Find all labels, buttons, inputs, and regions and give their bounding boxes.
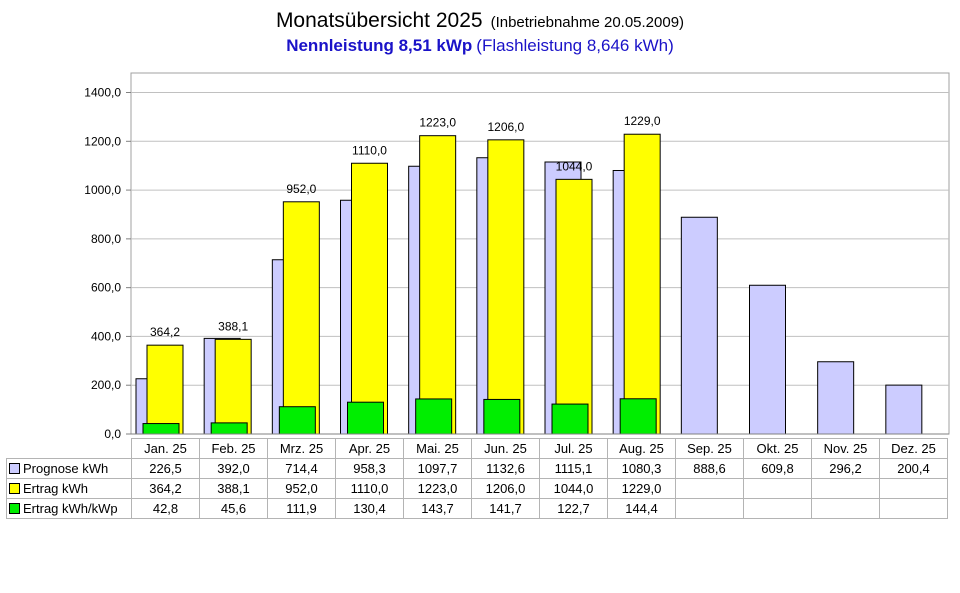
x-category-label: Okt. 25 [744, 439, 812, 459]
bar-ertrag-kwp [552, 404, 588, 434]
x-category-label: Feb. 25 [200, 439, 268, 459]
x-category-label: Jul. 25 [540, 439, 608, 459]
table-cell: 609,8 [744, 459, 812, 479]
table-cell: 130,4 [336, 499, 404, 519]
table-cell: 388,1 [200, 479, 268, 499]
data-label-ertrag: 1206,0 [487, 120, 524, 134]
table-row: Prognose kWh 226,5 392,0 714,4 958,3 1097,7 11… [7, 459, 948, 479]
x-category-label: Dez. 25 [880, 439, 948, 459]
bar-prognose [681, 217, 717, 434]
table-cell [880, 479, 948, 499]
table-cell [744, 499, 812, 519]
bar-ertrag-kwp [484, 399, 520, 434]
x-category-label: Sep. 25 [676, 439, 744, 459]
table-row: Ertrag kWh 364,2 388,1 952,0 1110,0 1223,0 120… [7, 479, 948, 499]
data-label-ertrag: 1229,0 [624, 114, 661, 128]
table-cell: 111,9 [268, 499, 336, 519]
bar-ertrag-kwp [279, 407, 315, 434]
bar-prognose [818, 362, 854, 434]
data-table: Jan. 25 Feb. 25 Mrz. 25 Apr. 25 Mai. 25 Jun. … [6, 438, 948, 519]
bar-ertrag [624, 134, 660, 434]
bar-prognose [750, 285, 786, 434]
table-cell: 958,3 [336, 459, 404, 479]
table-cell: 45,6 [200, 499, 268, 519]
table-cell: 1110,0 [336, 479, 404, 499]
table-header-row: Jan. 25 Feb. 25 Mrz. 25 Apr. 25 Mai. 25 Jun. … [7, 439, 948, 459]
table-cell: 1206,0 [472, 479, 540, 499]
table-cell: 952,0 [268, 479, 336, 499]
table-cell: 364,2 [132, 479, 200, 499]
x-category-label: Aug. 25 [608, 439, 676, 459]
bar-chart: 0,0 200,0 400,0 600,0 800,0 1000,0 1200,0 1400,… [0, 0, 960, 440]
bar-ertrag-kwp [416, 399, 452, 434]
data-label-ertrag: 1223,0 [419, 116, 456, 130]
x-category-label: Jun. 25 [472, 439, 540, 459]
table-cell: 122,7 [540, 499, 608, 519]
y-tick-label: 800,0 [91, 232, 121, 246]
x-category-label: Nov. 25 [812, 439, 880, 459]
y-tick-label: 200,0 [91, 378, 121, 392]
table-cell [676, 479, 744, 499]
table-cell: 1132,6 [472, 459, 540, 479]
table-cell: 392,0 [200, 459, 268, 479]
table-cell: 143,7 [404, 499, 472, 519]
table-corner [7, 439, 132, 459]
table-cell [880, 499, 948, 519]
table-cell: 1229,0 [608, 479, 676, 499]
table-cell: 296,2 [812, 459, 880, 479]
bar-prognose [886, 385, 922, 434]
legend-swatch [9, 463, 20, 474]
table-row: Ertrag kWh/kWp 42,8 45,6 111,9 130,4 143,7 141… [7, 499, 948, 519]
table-cell [744, 479, 812, 499]
data-label-ertrag: 364,2 [150, 325, 180, 339]
x-category-label: Apr. 25 [336, 439, 404, 459]
x-category-label: Mai. 25 [404, 439, 472, 459]
legend-swatch [9, 483, 20, 494]
table-cell: 141,7 [472, 499, 540, 519]
legend-entry: Ertrag kWh [7, 479, 132, 499]
legend-entry: Ertrag kWh/kWp [7, 499, 132, 519]
data-label-ertrag: 388,1 [218, 319, 248, 333]
y-tick-label: 1400,0 [84, 86, 121, 100]
y-tick-label: 1000,0 [84, 183, 121, 197]
table-cell: 888,6 [676, 459, 744, 479]
table-cell: 144,4 [608, 499, 676, 519]
bar-ertrag [215, 339, 251, 434]
data-label-ertrag: 952,0 [286, 182, 316, 196]
bar-ertrag [556, 179, 592, 434]
table-cell [812, 479, 880, 499]
y-tick-label: 600,0 [91, 281, 121, 295]
bar-ertrag [420, 136, 456, 434]
data-label-ertrag: 1044,0 [556, 159, 593, 173]
table-cell: 1044,0 [540, 479, 608, 499]
bar-ertrag [283, 202, 319, 434]
bar-ertrag-kwp [620, 399, 656, 434]
table-cell [676, 499, 744, 519]
table-cell: 226,5 [132, 459, 200, 479]
x-category-label: Mrz. 25 [268, 439, 336, 459]
table-cell: 714,4 [268, 459, 336, 479]
table-cell: 200,4 [880, 459, 948, 479]
x-category-label: Jan. 25 [132, 439, 200, 459]
data-label-ertrag: 1110,0 [352, 143, 387, 157]
y-tick-label: 1200,0 [84, 134, 121, 148]
table-cell: 42,8 [132, 499, 200, 519]
table-cell: 1115,1 [540, 459, 608, 479]
table-cell [812, 499, 880, 519]
y-tick-label: 400,0 [91, 329, 121, 343]
bar-ertrag-kwp [348, 402, 384, 434]
legend-entry: Prognose kWh [7, 459, 132, 479]
bar-ertrag-kwp [143, 424, 179, 434]
bar-ertrag [147, 345, 183, 434]
table-cell: 1223,0 [404, 479, 472, 499]
table-cell: 1080,3 [608, 459, 676, 479]
table-cell: 1097,7 [404, 459, 472, 479]
bar-ertrag [488, 140, 524, 434]
legend-swatch [9, 503, 20, 514]
bar-ertrag [352, 163, 388, 434]
bar-ertrag-kwp [211, 423, 247, 434]
